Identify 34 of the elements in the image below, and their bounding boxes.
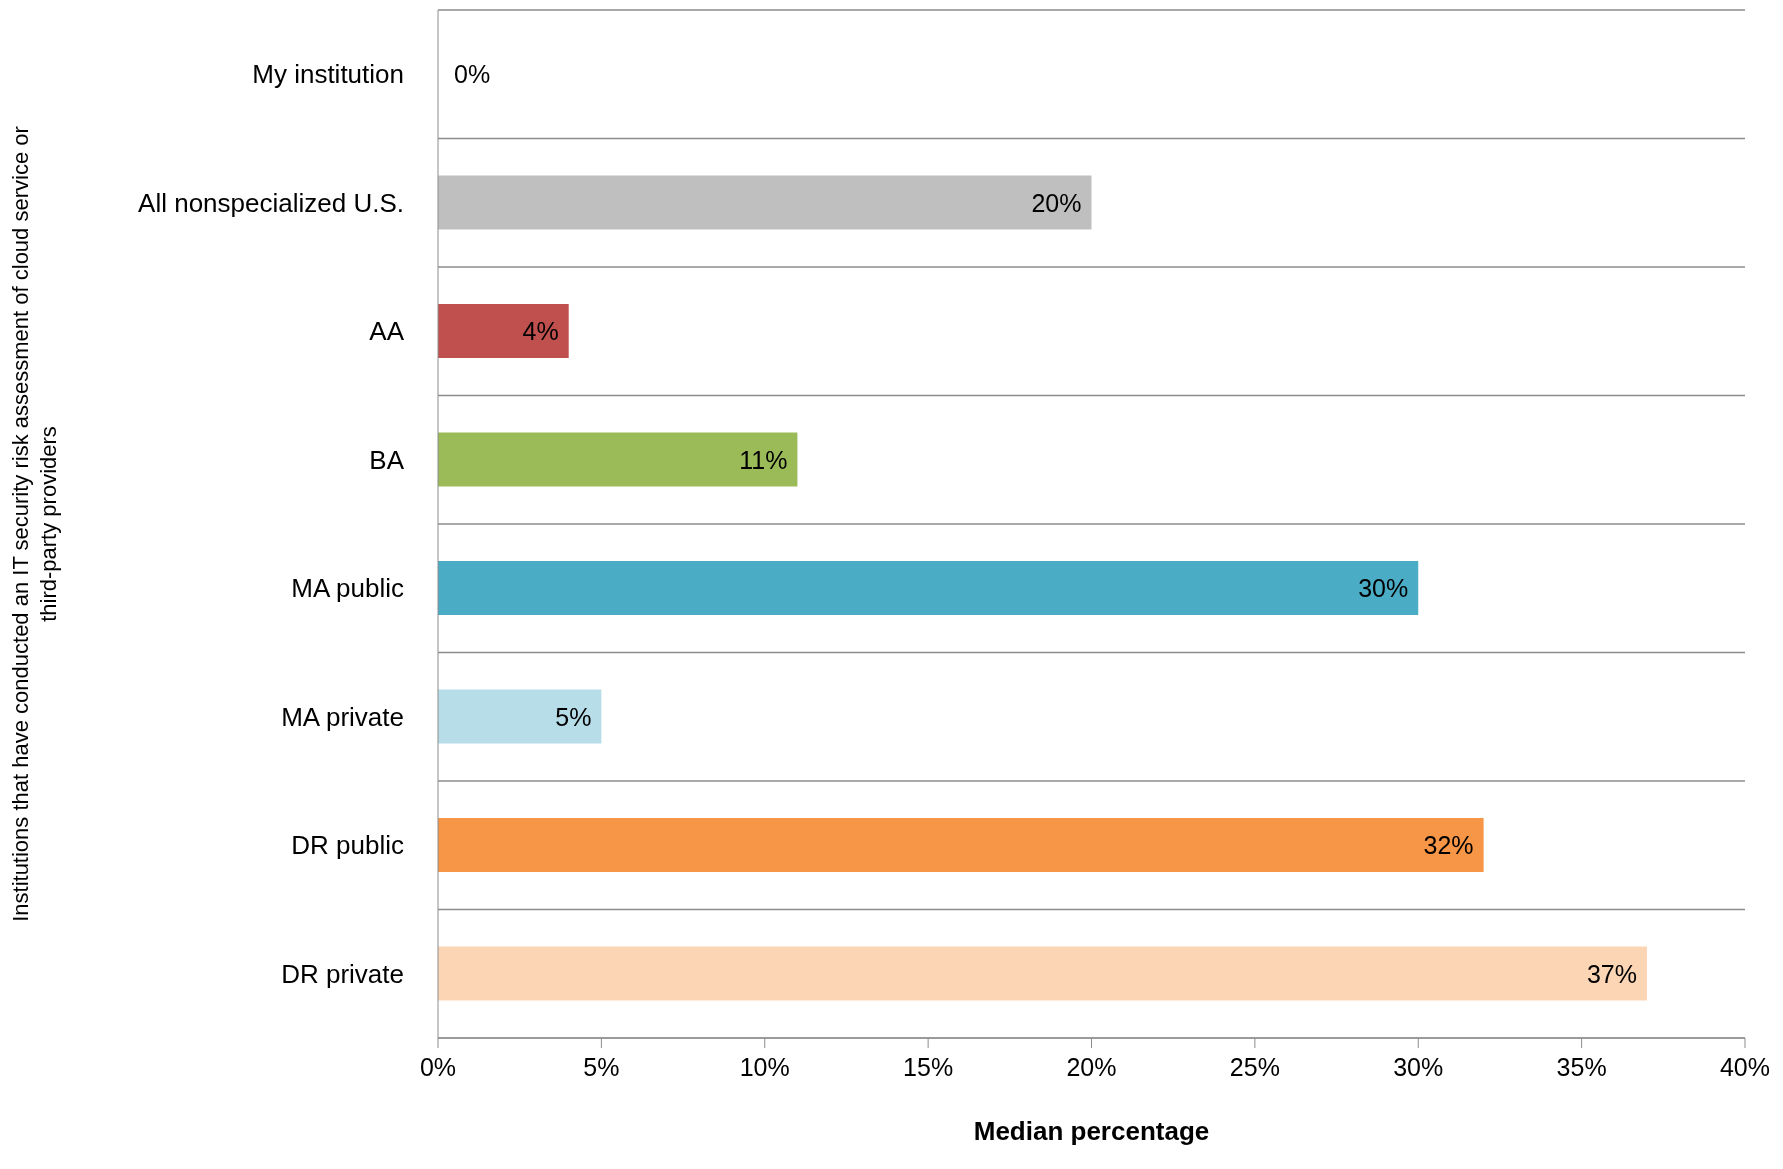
bar — [438, 689, 602, 744]
y-axis-title: Institutions that have conducted an IT security risk assessment of cloud service or third-party providers — [8, 126, 61, 922]
bar — [438, 175, 1092, 230]
x-tick-label: 5% — [583, 1052, 620, 1081]
x-axis-title: Median percentage — [973, 1116, 1210, 1146]
x-tick-label: 40% — [1719, 1052, 1771, 1081]
y-tick-label: BA — [369, 444, 405, 475]
data-label: 30% — [1358, 574, 1409, 602]
bar — [438, 432, 798, 487]
x-tick-label: 30% — [1393, 1052, 1444, 1081]
y-tick-label: All nonspecialized U.S. — [138, 187, 404, 218]
y-tick-label: My institution — [252, 59, 404, 90]
data-label: 32% — [1423, 831, 1474, 859]
y-tick-label: MA private — [281, 701, 404, 732]
bar — [438, 561, 1419, 615]
y-tick-label: MA public — [291, 573, 404, 604]
x-tick-label: 20% — [1066, 1052, 1117, 1081]
bar — [438, 304, 569, 358]
x-tick-label: 10% — [739, 1052, 790, 1081]
data-label: 5% — [555, 702, 592, 731]
data-label: 4% — [522, 317, 559, 345]
y-tick-label: AA — [369, 316, 405, 347]
y-tick-label: DR private — [281, 958, 404, 989]
x-tick-label: 15% — [903, 1052, 954, 1081]
bar — [438, 946, 1647, 1001]
x-tick-label: 0% — [419, 1052, 457, 1081]
x-tick-label: 25% — [1229, 1052, 1280, 1081]
y-tick-label: DR public — [291, 830, 404, 861]
x-tick-label: 35% — [1556, 1052, 1607, 1081]
data-label: 11% — [739, 445, 788, 474]
data-label: 37% — [1586, 959, 1637, 988]
bar — [438, 818, 1484, 872]
data-label: 0% — [454, 60, 491, 88]
data-label: 20% — [1031, 188, 1082, 217]
